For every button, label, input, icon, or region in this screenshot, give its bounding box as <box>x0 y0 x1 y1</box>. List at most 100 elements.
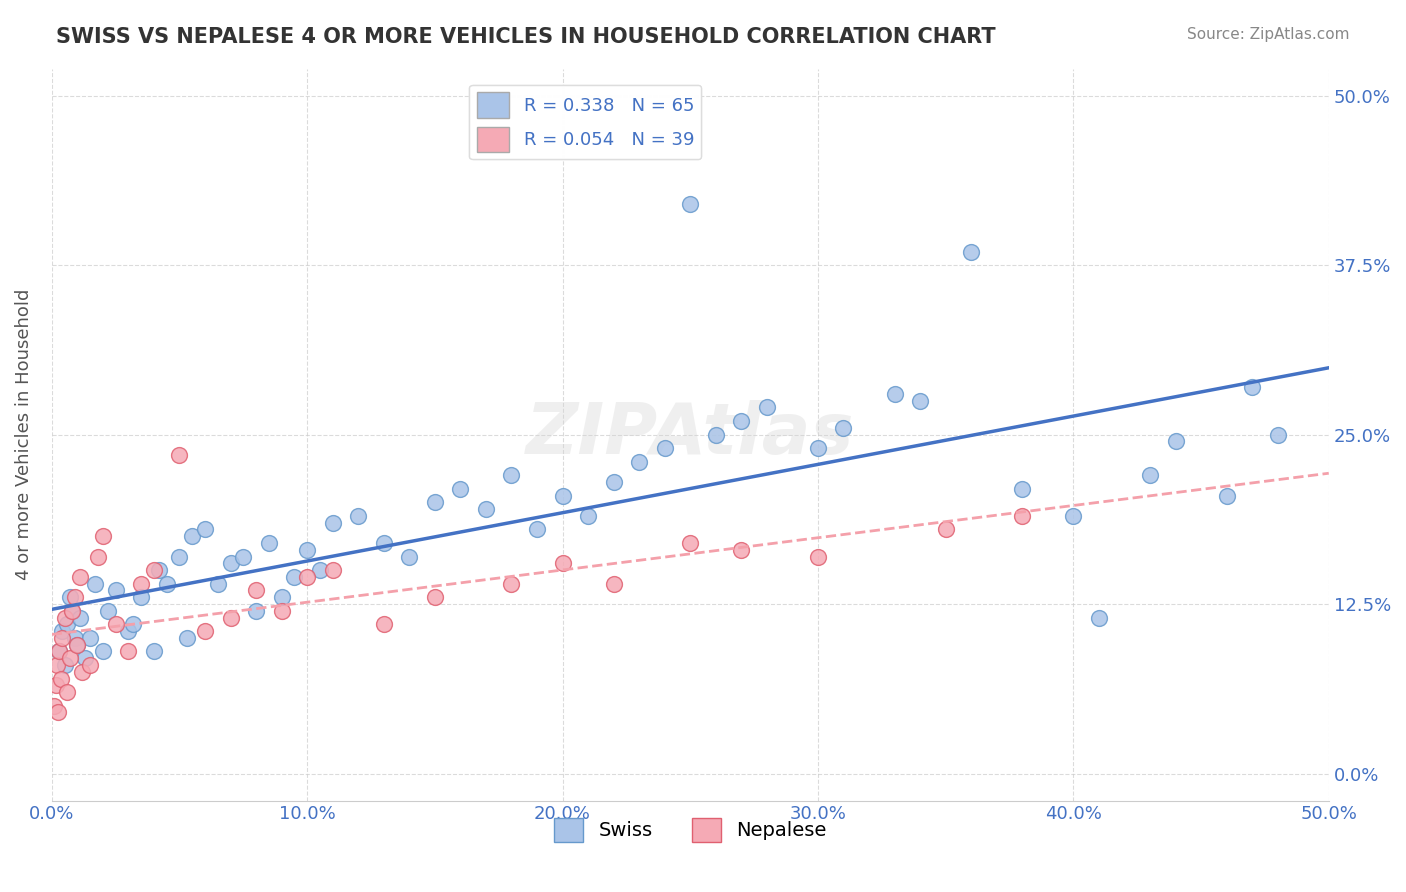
Y-axis label: 4 or more Vehicles in Household: 4 or more Vehicles in Household <box>15 289 32 581</box>
Point <box>283 570 305 584</box>
Point <box>66 638 89 652</box>
Point <box>232 549 254 564</box>
Point <box>142 644 165 658</box>
Point <box>270 604 292 618</box>
Point <box>63 631 86 645</box>
Point <box>56 685 79 699</box>
Point <box>576 508 599 523</box>
Point <box>219 557 242 571</box>
Point <box>51 624 73 639</box>
Point <box>69 570 91 584</box>
Point <box>679 536 702 550</box>
Point <box>935 523 957 537</box>
Point <box>475 502 498 516</box>
Point <box>63 591 86 605</box>
Point <box>169 549 191 564</box>
Point <box>322 563 344 577</box>
Point <box>257 536 280 550</box>
Point <box>44 698 66 713</box>
Point <box>59 651 82 665</box>
Point <box>347 508 370 523</box>
Point <box>1062 508 1084 523</box>
Point <box>654 441 676 455</box>
Point <box>245 604 267 618</box>
Point <box>97 604 120 618</box>
Point <box>59 591 82 605</box>
Point <box>104 583 127 598</box>
Point <box>129 576 152 591</box>
Point <box>117 624 139 639</box>
Point <box>117 644 139 658</box>
Point <box>1139 468 1161 483</box>
Point <box>156 576 179 591</box>
Point <box>309 563 332 577</box>
Point <box>73 651 96 665</box>
Point <box>551 489 574 503</box>
Point <box>373 617 395 632</box>
Point <box>960 244 983 259</box>
Point <box>704 427 727 442</box>
Point <box>84 576 107 591</box>
Point <box>730 414 752 428</box>
Point <box>72 665 94 679</box>
Point <box>60 604 83 618</box>
Point <box>176 631 198 645</box>
Point <box>755 401 778 415</box>
Point <box>807 441 830 455</box>
Point <box>181 529 204 543</box>
Point <box>270 591 292 605</box>
Text: ZIPAtlas: ZIPAtlas <box>526 401 855 469</box>
Point <box>122 617 145 632</box>
Point <box>129 591 152 605</box>
Point <box>501 576 523 591</box>
Point <box>501 468 523 483</box>
Point <box>373 536 395 550</box>
Point <box>53 658 76 673</box>
Point <box>148 563 170 577</box>
Point <box>69 610 91 624</box>
Point <box>45 658 67 673</box>
Point <box>60 604 83 618</box>
Point <box>245 583 267 598</box>
Point <box>1011 482 1033 496</box>
Point <box>56 617 79 632</box>
Point <box>169 448 191 462</box>
Point <box>1164 434 1187 449</box>
Point <box>53 610 76 624</box>
Point <box>602 475 624 489</box>
Point <box>48 644 70 658</box>
Point <box>48 644 70 658</box>
Point <box>526 523 548 537</box>
Point <box>79 631 101 645</box>
Point <box>1215 489 1237 503</box>
Text: Source: ZipAtlas.com: Source: ZipAtlas.com <box>1187 27 1350 42</box>
Point <box>194 624 217 639</box>
Point <box>551 557 574 571</box>
Point <box>908 393 931 408</box>
Point <box>1011 508 1033 523</box>
Point <box>628 455 651 469</box>
Point <box>91 529 114 543</box>
Point <box>51 631 73 645</box>
Point <box>295 542 318 557</box>
Point <box>295 570 318 584</box>
Point <box>423 495 446 509</box>
Point <box>807 549 830 564</box>
Point <box>104 617 127 632</box>
Point <box>46 706 69 720</box>
Point <box>91 644 114 658</box>
Point <box>142 563 165 577</box>
Point <box>207 576 229 591</box>
Point <box>883 387 905 401</box>
Point <box>398 549 420 564</box>
Text: SWISS VS NEPALESE 4 OR MORE VEHICLES IN HOUSEHOLD CORRELATION CHART: SWISS VS NEPALESE 4 OR MORE VEHICLES IN … <box>56 27 995 46</box>
Point <box>1088 610 1111 624</box>
Point <box>87 549 110 564</box>
Point <box>45 678 67 692</box>
Point <box>679 197 702 211</box>
Point <box>730 542 752 557</box>
Point <box>79 658 101 673</box>
Point <box>194 523 217 537</box>
Point <box>602 576 624 591</box>
Point <box>1267 427 1289 442</box>
